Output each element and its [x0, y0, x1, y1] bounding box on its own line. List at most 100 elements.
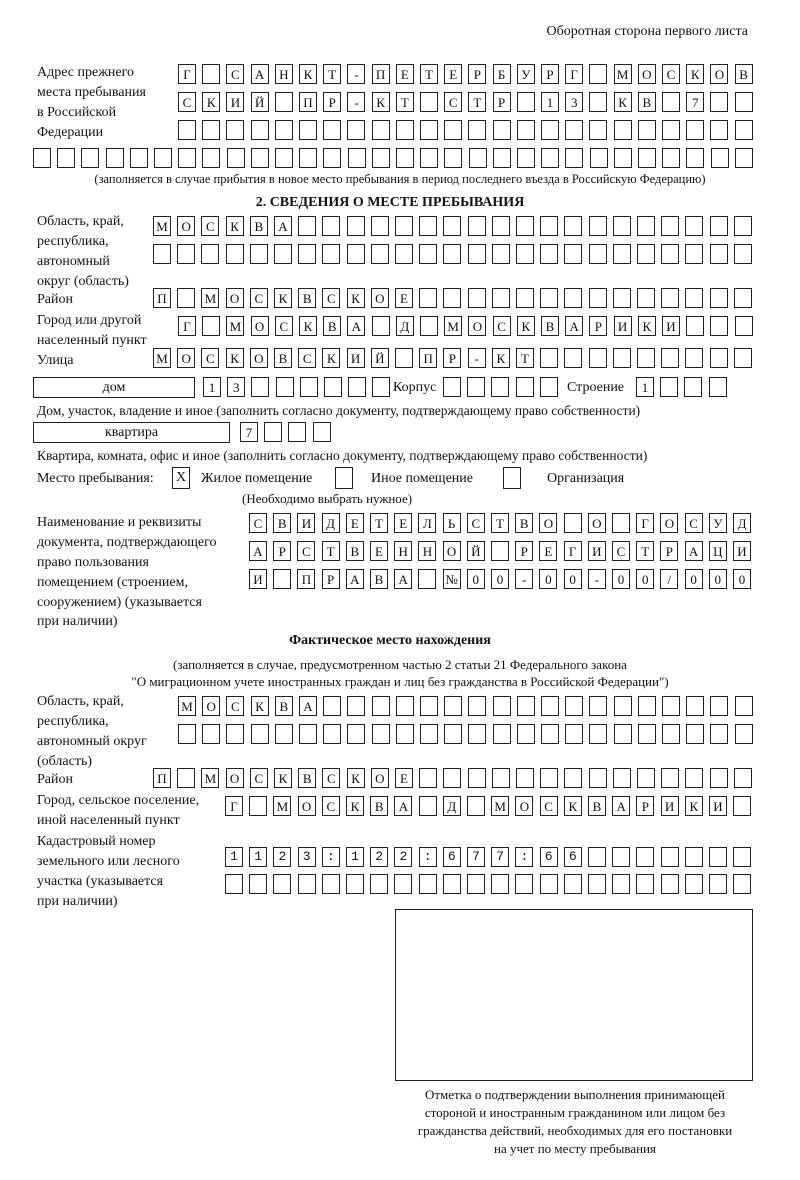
char-cell[interactable]: А — [250, 64, 269, 84]
char-cell[interactable]: В — [298, 768, 317, 788]
char-cell[interactable] — [612, 288, 631, 308]
char-cell[interactable]: 0 — [733, 569, 751, 589]
char-cell[interactable] — [516, 768, 534, 788]
char-cell[interactable] — [662, 724, 680, 744]
char-cell[interactable] — [371, 120, 390, 140]
char-cell[interactable]: - — [587, 569, 606, 589]
char-cell[interactable] — [250, 120, 269, 140]
char-cell[interactable] — [539, 874, 558, 894]
char-cell[interactable]: К — [684, 796, 703, 816]
char-cell[interactable] — [637, 724, 656, 744]
char-cell[interactable]: И — [662, 316, 680, 336]
char-cell[interactable]: В — [370, 796, 389, 816]
char-cell[interactable]: А — [684, 541, 703, 561]
char-cell[interactable]: А — [394, 796, 413, 816]
char-cell[interactable] — [370, 874, 389, 894]
char-cell[interactable] — [709, 348, 728, 368]
char-cell[interactable]: С — [178, 92, 196, 112]
char-cell[interactable] — [419, 244, 438, 264]
char-cell[interactable] — [250, 724, 269, 744]
char-cell[interactable] — [347, 120, 366, 140]
char-cell[interactable] — [395, 696, 414, 716]
char-cell[interactable] — [541, 724, 559, 744]
char-cell[interactable] — [588, 288, 607, 308]
char-cell[interactable]: № — [442, 569, 461, 589]
char-cell[interactable]: П — [299, 92, 317, 112]
char-cell[interactable]: 0 — [684, 569, 703, 589]
char-cell[interactable] — [346, 244, 365, 264]
char-cell[interactable]: К — [346, 288, 365, 308]
char-cell[interactable] — [492, 120, 511, 140]
char-cell[interactable] — [202, 724, 221, 744]
char-cell[interactable]: Р — [323, 92, 342, 112]
char-cell[interactable] — [686, 696, 705, 716]
char-cell[interactable]: У — [516, 64, 535, 84]
char-cell[interactable]: Д — [442, 796, 461, 816]
char-cell[interactable] — [395, 348, 413, 368]
char-cell[interactable] — [637, 768, 655, 788]
char-cell[interactable]: К — [274, 288, 292, 308]
char-cell[interactable] — [443, 244, 462, 264]
char-cell[interactable] — [589, 724, 608, 744]
char-cell[interactable] — [444, 148, 463, 168]
char-cell[interactable] — [685, 216, 704, 236]
char-cell[interactable] — [153, 244, 171, 264]
char-cell[interactable] — [177, 768, 196, 788]
char-cell[interactable]: В — [370, 569, 388, 589]
char-cell[interactable]: Й — [370, 348, 389, 368]
char-cell[interactable] — [733, 847, 752, 867]
char-cell[interactable] — [661, 244, 680, 264]
char-cell[interactable] — [565, 724, 584, 744]
char-cell[interactable] — [515, 874, 534, 894]
char-cell[interactable] — [394, 847, 413, 867]
char-cell[interactable] — [322, 216, 341, 236]
char-cell[interactable] — [710, 92, 729, 112]
char-cell[interactable]: Л — [418, 513, 437, 533]
char-cell[interactable] — [226, 120, 245, 140]
char-cell[interactable]: К — [686, 64, 705, 84]
char-cell[interactable]: Г — [565, 64, 584, 84]
char-cell[interactable]: 1 — [636, 377, 654, 397]
char-cell[interactable]: 3 — [227, 377, 246, 397]
char-cell[interactable] — [297, 874, 316, 894]
char-cell[interactable] — [467, 796, 485, 816]
char-cell[interactable] — [637, 348, 655, 368]
char-cell[interactable]: М — [201, 768, 220, 788]
char-cell[interactable]: С — [249, 768, 268, 788]
char-cell[interactable]: О — [539, 513, 558, 533]
char-cell[interactable] — [129, 148, 148, 168]
char-cell[interactable] — [588, 244, 607, 264]
char-cell[interactable]: И — [733, 541, 751, 561]
char-cell[interactable]: С — [249, 513, 267, 533]
char-cell[interactable]: К — [637, 316, 656, 336]
char-cell[interactable] — [394, 874, 413, 894]
char-cell[interactable] — [443, 288, 462, 308]
char-cell[interactable]: К — [299, 316, 317, 336]
char-cell[interactable]: В — [273, 513, 292, 533]
char-cell[interactable]: И — [226, 92, 245, 112]
char-cell[interactable]: О — [442, 541, 461, 561]
char-cell[interactable]: В — [274, 348, 292, 368]
char-cell[interactable] — [347, 148, 366, 168]
checkbox-other[interactable] — [335, 467, 353, 489]
char-cell[interactable] — [516, 120, 535, 140]
char-cell[interactable]: А — [394, 569, 413, 589]
char-cell[interactable] — [419, 216, 438, 236]
char-cell[interactable] — [420, 148, 439, 168]
char-cell[interactable] — [201, 244, 220, 264]
char-cell[interactable] — [468, 148, 487, 168]
char-cell[interactable] — [709, 216, 728, 236]
char-cell[interactable]: Р — [492, 92, 511, 112]
checkbox-residential[interactable]: X — [172, 467, 190, 489]
char-cell[interactable] — [154, 148, 172, 168]
char-cell[interactable] — [612, 847, 631, 867]
char-cell[interactable]: О — [225, 288, 244, 308]
char-cell[interactable] — [298, 216, 317, 236]
char-cell[interactable] — [418, 796, 437, 816]
char-cell[interactable]: 0 — [612, 569, 630, 589]
char-cell[interactable] — [686, 316, 705, 336]
char-cell[interactable] — [660, 847, 679, 867]
char-cell[interactable] — [733, 288, 752, 308]
char-cell[interactable]: С — [201, 216, 220, 236]
char-cell[interactable]: П — [153, 288, 171, 308]
